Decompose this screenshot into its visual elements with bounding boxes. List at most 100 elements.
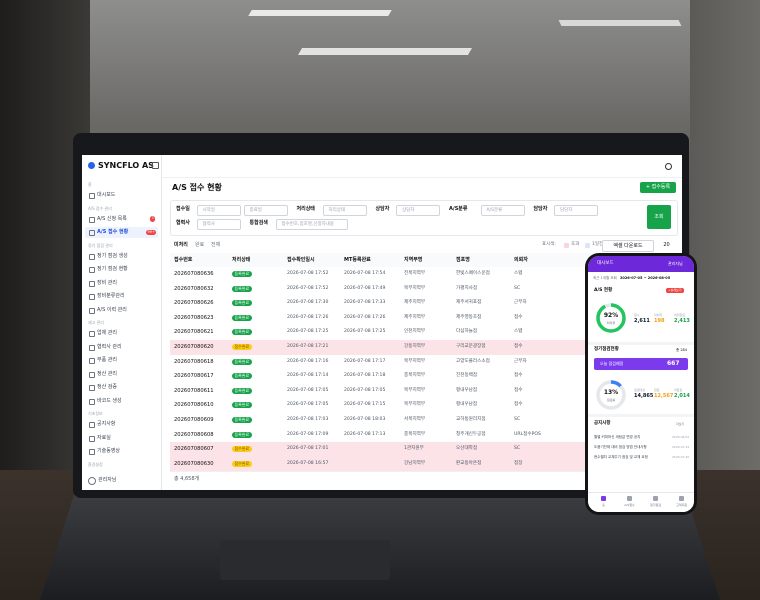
filter-input[interactable]: 담당자 bbox=[554, 205, 598, 216]
menu-item[interactable]: 업체 관리 bbox=[97, 330, 117, 336]
legend-label: 1일전 bbox=[592, 242, 604, 247]
table-cell: 근무자 bbox=[514, 300, 527, 306]
filter-label: 협력사 bbox=[176, 220, 190, 226]
phone-user[interactable]: 관리자님 bbox=[668, 261, 683, 266]
nav-label[interactable]: 정기점검 bbox=[649, 503, 662, 507]
menu-item[interactable]: 정기 점검 현황 bbox=[97, 266, 128, 272]
table-cell: 2026-07-08 17:05 bbox=[344, 387, 386, 393]
table-cell: 2026-07-08 17:25 bbox=[344, 329, 386, 335]
table-cell: 한빛스페이스운점 bbox=[456, 271, 490, 276]
sidebar-section-title: 정기 점검 관리 bbox=[88, 242, 113, 248]
status-badge: 접수완료 bbox=[232, 446, 252, 453]
table-cell: 가평지사점 bbox=[456, 285, 478, 291]
table-row bbox=[170, 456, 676, 473]
status-badge: 등록완료 bbox=[232, 431, 252, 438]
notice-date: 2026.08.02 bbox=[672, 435, 690, 439]
menu-item[interactable]: 대시보드 bbox=[97, 192, 116, 198]
table-cell: 오산대학점 bbox=[456, 446, 478, 452]
menu-item[interactable]: A/S 신청 목록 bbox=[97, 215, 127, 222]
sidebar-section-title: 재고 관리 bbox=[88, 320, 104, 325]
user-name[interactable]: 관리자님 bbox=[98, 477, 117, 483]
menu-item[interactable]: 협력사 관리 bbox=[97, 343, 122, 350]
filter-input[interactable]: 시작일 bbox=[196, 205, 241, 216]
table-cell: 202607080621 bbox=[174, 329, 214, 336]
menu-item[interactable]: 부품 관리 bbox=[97, 357, 117, 363]
notice-text[interactable]: 현수펼치 교체주기 점검 및 교체 요청 bbox=[594, 455, 648, 459]
more-link[interactable]: 더보기 bbox=[676, 422, 685, 426]
nav-label[interactable]: 고객지원 bbox=[675, 503, 688, 507]
active-item-bg bbox=[85, 227, 158, 238]
menu-item[interactable]: 자료실 bbox=[97, 434, 111, 441]
filter-placeholder: 시작일 bbox=[202, 207, 215, 213]
menu-item[interactable]: 정기 점검 생성 bbox=[97, 252, 128, 259]
donut-value: 13% bbox=[603, 389, 619, 396]
nav-icon[interactable] bbox=[653, 496, 658, 501]
nav-icon[interactable] bbox=[679, 496, 684, 501]
nav-label[interactable]: 홈 bbox=[602, 503, 605, 507]
table-cell: 2026-07-08 17:52 bbox=[287, 285, 329, 291]
menu-item[interactable]: 바코드 생성 bbox=[97, 397, 122, 404]
status-badge: 등록완료 bbox=[232, 387, 252, 394]
table-cell: 서북지역부 bbox=[404, 417, 426, 422]
menu-icon bbox=[89, 294, 95, 300]
table-cell: 근무자 bbox=[514, 358, 527, 364]
add-button[interactable]: + 접수등록 bbox=[640, 182, 676, 193]
table-cell: 2026-07-08 17:26 bbox=[287, 314, 329, 320]
table-cell: 2026-07-08 17:25 bbox=[287, 329, 329, 335]
card-title: 정기점검현황 bbox=[594, 347, 619, 352]
menu-item[interactable]: 정산 검증 bbox=[97, 384, 117, 390]
filter-placeholder: 담당자 bbox=[560, 207, 573, 213]
column-header: MT등록완료 bbox=[344, 257, 371, 263]
nav-icon[interactable] bbox=[627, 496, 632, 501]
menu-item[interactable]: A/S 접수 현황 bbox=[97, 229, 129, 235]
notice-date: 2026.07.24 bbox=[672, 445, 690, 449]
table-cell: 강동지역부 bbox=[404, 344, 426, 349]
filter-input[interactable]: 종료일 bbox=[243, 205, 288, 216]
legend-swatch bbox=[564, 243, 569, 248]
notice-text[interactable]: 월별 커피머신 세팅값 변경 공지 bbox=[594, 435, 641, 439]
menu-icon bbox=[89, 371, 95, 378]
brand: SYNCFLO AS bbox=[98, 161, 154, 170]
filter-input[interactable]: 상담자 bbox=[396, 205, 440, 216]
menu-icon bbox=[89, 216, 95, 223]
menu-item[interactable]: 공지사항 bbox=[97, 421, 116, 427]
menu-item[interactable]: A/S 이력 관리 bbox=[97, 306, 127, 313]
legend-label: 초과 bbox=[571, 242, 580, 247]
excel-button[interactable]: 엑셀 다운로드 bbox=[602, 240, 654, 252]
filter-input[interactable]: 접수번호,점포명,신청자내용 bbox=[275, 219, 348, 230]
menu-item[interactable]: 정산 관리 bbox=[97, 370, 117, 377]
status-badge: 등록완료 bbox=[232, 271, 252, 277]
table-cell: 202607080617 bbox=[174, 373, 214, 380]
tab[interactable]: 전체 bbox=[211, 242, 221, 248]
table-cell: 점장 bbox=[514, 460, 523, 466]
ceiling-light bbox=[558, 20, 682, 26]
sidebar-section-title: 기초정보 bbox=[88, 411, 103, 416]
phone-header bbox=[588, 256, 694, 272]
table-cell: 제주지역부 bbox=[404, 314, 426, 320]
nav-label[interactable]: A/S접수 bbox=[624, 503, 635, 507]
table-cell: 202607080610 bbox=[174, 402, 214, 409]
theme-toggle[interactable] bbox=[665, 163, 672, 170]
table-cell: 접수 bbox=[514, 402, 523, 408]
filter-input[interactable]: 처리상태 bbox=[322, 205, 367, 216]
table-cell: 다삼하늘점 bbox=[456, 329, 478, 335]
menu-item[interactable]: 기술동영상 bbox=[97, 448, 121, 454]
menu-item[interactable]: 장비 관리 bbox=[97, 279, 117, 286]
menu-icon bbox=[89, 385, 95, 391]
filter-input[interactable]: A/S분류 bbox=[480, 205, 525, 216]
filter-input[interactable]: 협력사 bbox=[196, 219, 241, 230]
tab[interactable]: 미처리 bbox=[174, 242, 188, 248]
stat-label: 완료 bbox=[654, 388, 660, 392]
detail-button[interactable]: +상세보기 bbox=[666, 288, 684, 293]
table-cell: 제주지역부 bbox=[404, 300, 426, 306]
tab[interactable]: 완료 bbox=[195, 242, 205, 248]
stat-value: 2,413 bbox=[674, 318, 690, 324]
bottom-nav bbox=[588, 492, 694, 512]
nav-icon[interactable] bbox=[601, 496, 606, 501]
notice-text[interactable]: 도움기전제 대비 점검 방법 안내사항 bbox=[594, 445, 647, 449]
search-button[interactable]: 조회 bbox=[647, 205, 671, 229]
menu-item[interactable]: 장비분류관리 bbox=[97, 293, 125, 299]
donut bbox=[596, 380, 626, 410]
table-cell: 202607080609 bbox=[174, 417, 214, 423]
page-size-select[interactable]: 20 bbox=[663, 242, 670, 248]
